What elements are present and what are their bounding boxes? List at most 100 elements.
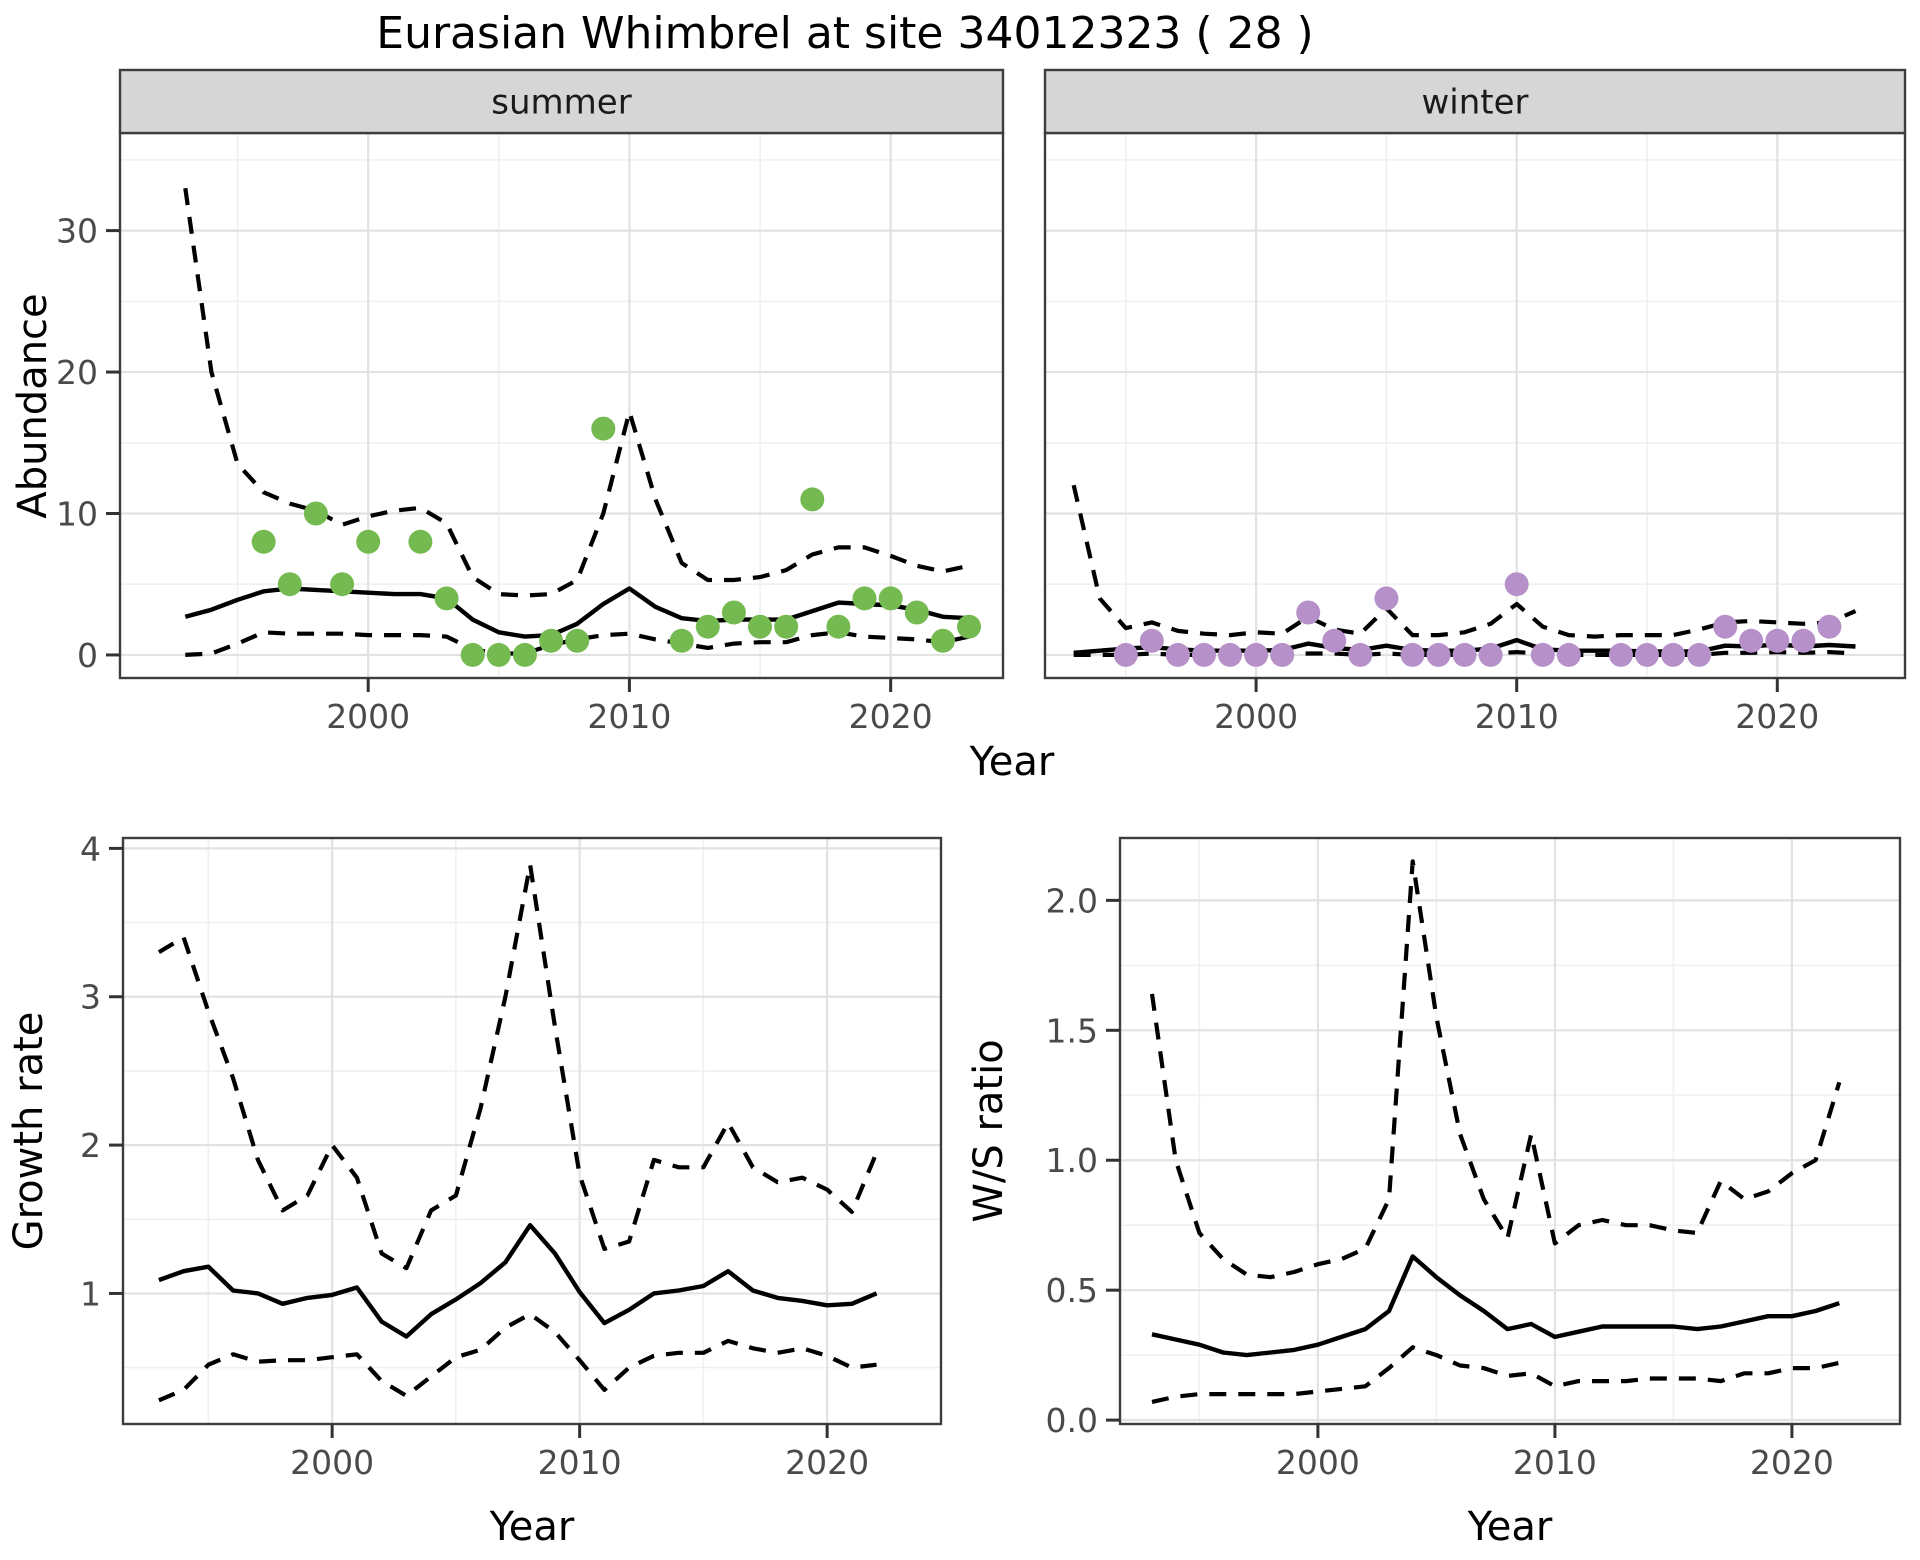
summer-data-point xyxy=(721,600,746,625)
facet-strip-label: winter xyxy=(1421,83,1528,123)
summer-data-point xyxy=(303,501,328,526)
summer-data-point xyxy=(486,642,511,667)
summer-upper_ci-line xyxy=(183,187,970,598)
summer-data-point xyxy=(251,529,276,554)
summer-mean-line xyxy=(184,586,970,639)
y-tick-label: 0.5 xyxy=(1046,1271,1098,1310)
winter-data-point xyxy=(1478,642,1503,667)
winter-data-point xyxy=(1348,642,1373,667)
summer-data-point xyxy=(460,642,485,667)
summer-data-point xyxy=(330,572,355,597)
winter-data-point xyxy=(1296,600,1321,625)
winter-data-point xyxy=(1113,642,1138,667)
winter-data-point xyxy=(1400,642,1425,667)
winter-data-point xyxy=(1426,642,1451,667)
y-tick-label: 4 xyxy=(80,829,101,868)
winter-data-point xyxy=(1556,642,1581,667)
plot-title: Eurasian Whimbrel at site 34012323 ( 28 … xyxy=(376,8,1313,59)
winter-data-point xyxy=(1165,642,1190,667)
x-tick-label: 2010 xyxy=(587,697,671,736)
winter-data-point xyxy=(1192,642,1216,667)
growth-rate-axis-title: Growth rate xyxy=(6,1012,52,1251)
panel-background xyxy=(123,838,941,1424)
summer-data-point xyxy=(748,614,772,639)
summer-data-point xyxy=(277,572,302,597)
winter-data-point xyxy=(1739,628,1764,653)
summer-data-point xyxy=(930,628,955,653)
facet-strip-summer xyxy=(118,68,1005,135)
panel-ws_ratio: 2000 2010 2020 0.0 0.5 1.0 1.5 2.0 xyxy=(1046,836,1902,1482)
winter-data-point xyxy=(1608,642,1633,667)
y-tick-label: 0.0 xyxy=(1046,1401,1098,1440)
winter-data-point xyxy=(1713,614,1738,639)
panel-summer: 2000 2010 2020 0 10 20 30 summer xyxy=(56,68,1005,736)
winter-data-point xyxy=(1635,642,1659,667)
winter-data-point xyxy=(1218,642,1242,667)
ws_ratio-lower_ci-line xyxy=(1151,1345,1840,1404)
x-tick-label: 2000 xyxy=(290,1443,374,1482)
winter-data-point xyxy=(1817,614,1842,639)
panel-growth_rate: 2000 2010 2020 1 2 3 4 xyxy=(80,829,943,1482)
summer-data-point xyxy=(591,416,616,441)
y-tick-label: 1.0 xyxy=(1046,1141,1098,1180)
y-tick-label: 1.5 xyxy=(1046,1011,1098,1050)
winter-data-point xyxy=(1374,586,1399,611)
winter-data-point xyxy=(1139,628,1164,653)
y-tick-label: 0 xyxy=(77,636,98,675)
summer-data-point xyxy=(512,642,537,667)
ws_ratio-upper_ci-line xyxy=(1149,859,1842,1280)
ws-x-axis-title: Year xyxy=(1467,1504,1553,1550)
growth_rate-mean-line xyxy=(158,1222,878,1339)
top-x-axis-title: Year xyxy=(969,739,1055,785)
panel-background xyxy=(1045,133,1905,678)
ws_ratio-mean-line xyxy=(1151,1254,1840,1358)
summer-data-point xyxy=(774,614,799,639)
winter-data-point xyxy=(1244,642,1269,667)
facet-strip-label: summer xyxy=(491,83,631,123)
winter-data-point xyxy=(1687,642,1712,667)
summer-data-point xyxy=(878,586,903,611)
x-tick-label: 2000 xyxy=(1276,1443,1360,1482)
summer-data-point xyxy=(826,614,851,639)
facet-strip-winter xyxy=(1043,68,1907,135)
y-tick-label: 1 xyxy=(80,1274,101,1313)
x-tick-label: 2010 xyxy=(538,1443,622,1482)
y-tick-label: 20 xyxy=(56,353,98,392)
x-tick-label: 2020 xyxy=(785,1443,869,1482)
y-tick-label: 10 xyxy=(56,494,98,533)
summer-data-point xyxy=(852,586,877,611)
x-tick-label: 2010 xyxy=(1513,1443,1597,1482)
winter-data-point xyxy=(1322,628,1347,653)
x-tick-label: 2000 xyxy=(1214,697,1298,736)
winter-data-point xyxy=(1504,572,1529,597)
winter-data-point xyxy=(1765,628,1790,653)
summer-data-point xyxy=(539,628,564,653)
summer-data-point xyxy=(904,600,929,625)
summer-data-point xyxy=(695,614,720,639)
summer-data-point xyxy=(565,628,590,653)
summer-data-point xyxy=(669,628,694,653)
growth_rate-lower_ci-line xyxy=(158,1312,877,1403)
winter-data-point xyxy=(1270,642,1295,667)
ws-ratio-axis-title: W/S ratio xyxy=(966,1039,1012,1222)
panel-border xyxy=(1118,836,1902,1426)
winter-data-point xyxy=(1530,642,1555,667)
panel-winter: 2000 2010 2020 winter xyxy=(1043,68,1907,736)
panel-border xyxy=(121,836,943,1426)
summer-data-point xyxy=(800,487,825,512)
x-tick-label: 2020 xyxy=(1735,697,1819,736)
abundance-axis-title: Abundance xyxy=(10,293,56,518)
summer-data-point xyxy=(434,586,459,611)
x-tick-label: 2000 xyxy=(326,697,410,736)
growth-x-axis-title: Year xyxy=(489,1504,575,1550)
x-tick-label: 2020 xyxy=(849,697,933,736)
y-tick-label: 30 xyxy=(56,212,98,251)
x-tick-label: 2010 xyxy=(1475,697,1559,736)
panel-background xyxy=(1120,838,1900,1424)
summer-data-point xyxy=(356,529,381,554)
winter-upper_ci-line xyxy=(1071,484,1857,639)
summer-data-point xyxy=(957,614,981,639)
summer-data-point xyxy=(408,529,433,554)
winter-data-point xyxy=(1791,628,1816,653)
